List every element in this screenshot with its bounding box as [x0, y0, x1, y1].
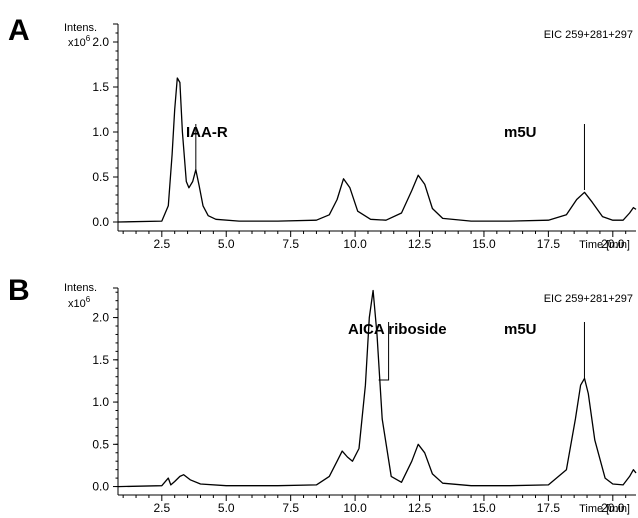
panel-a: A Intens. x106 EIC 259+281+297 Time [min… [8, 14, 637, 251]
x-tick-label: 5.0 [218, 237, 235, 251]
trace-label: EIC 259+281+297 [544, 29, 633, 41]
y-axis-unit: x106 [68, 34, 91, 49]
x-tick-label: 7.5 [282, 501, 299, 515]
annotation-label: m5U [504, 321, 537, 338]
x-tick-label: 5.0 [218, 501, 235, 515]
y-axis-unit: x106 [68, 295, 91, 310]
y-tick-label: 2.0 [92, 311, 109, 325]
x-tick-label: 12.5 [408, 501, 432, 515]
annotation-label: AICA riboside [348, 321, 447, 338]
y-tick-label: 0.0 [92, 480, 109, 494]
x-tick-label: 20.0 [601, 501, 625, 515]
annotation-label: m5U [504, 124, 537, 141]
y-unit-exponent: 6 [86, 295, 91, 304]
panel-letter-b: B [8, 274, 30, 307]
x-tick-label: 2.5 [153, 237, 170, 251]
x-tick-label: 20.0 [601, 237, 625, 251]
y-tick-label: 0.5 [92, 437, 109, 451]
x-tick-label: 15.0 [472, 237, 496, 251]
x-axis-label: Time [min] [579, 503, 630, 515]
trace-label: EIC 259+281+297 [544, 293, 633, 305]
x-tick-label: 10.0 [343, 501, 367, 515]
x-tick-label: 17.5 [537, 501, 561, 515]
x-tick-label: 12.5 [408, 237, 432, 251]
panel-b: B Intens. x106 EIC 259+281+297 Time [min… [8, 274, 637, 515]
y-tick-label: 1.5 [92, 80, 109, 94]
panel-letter-a: A [8, 14, 30, 47]
annotation-marker [378, 322, 390, 381]
y-tick-label: 0.0 [92, 215, 109, 229]
x-tick-label: 17.5 [537, 237, 561, 251]
annotation-label: IAA-R [186, 124, 228, 141]
y-unit-base: x10 [68, 37, 86, 49]
y-tick-label: 2.0 [92, 35, 109, 49]
x-tick-label: 2.5 [153, 501, 170, 515]
y-tick-label: 1.5 [92, 353, 109, 367]
y-tick-label: 1.0 [92, 395, 109, 409]
chromatogram-trace [117, 77, 637, 223]
chromatogram-trace [117, 289, 637, 488]
y-tick-label: 0.5 [92, 170, 109, 184]
y-tick-label: 1.0 [92, 125, 109, 139]
y-axis-label: Intens. [64, 282, 97, 294]
x-tick-label: 7.5 [282, 237, 299, 251]
x-tick-label: 10.0 [343, 237, 367, 251]
y-unit-base: x10 [68, 298, 86, 310]
x-axis-label: Time [min] [579, 239, 630, 251]
y-unit-exponent: 6 [86, 34, 91, 43]
x-tick-label: 15.0 [472, 501, 496, 515]
y-axis-label: Intens. [64, 22, 97, 34]
